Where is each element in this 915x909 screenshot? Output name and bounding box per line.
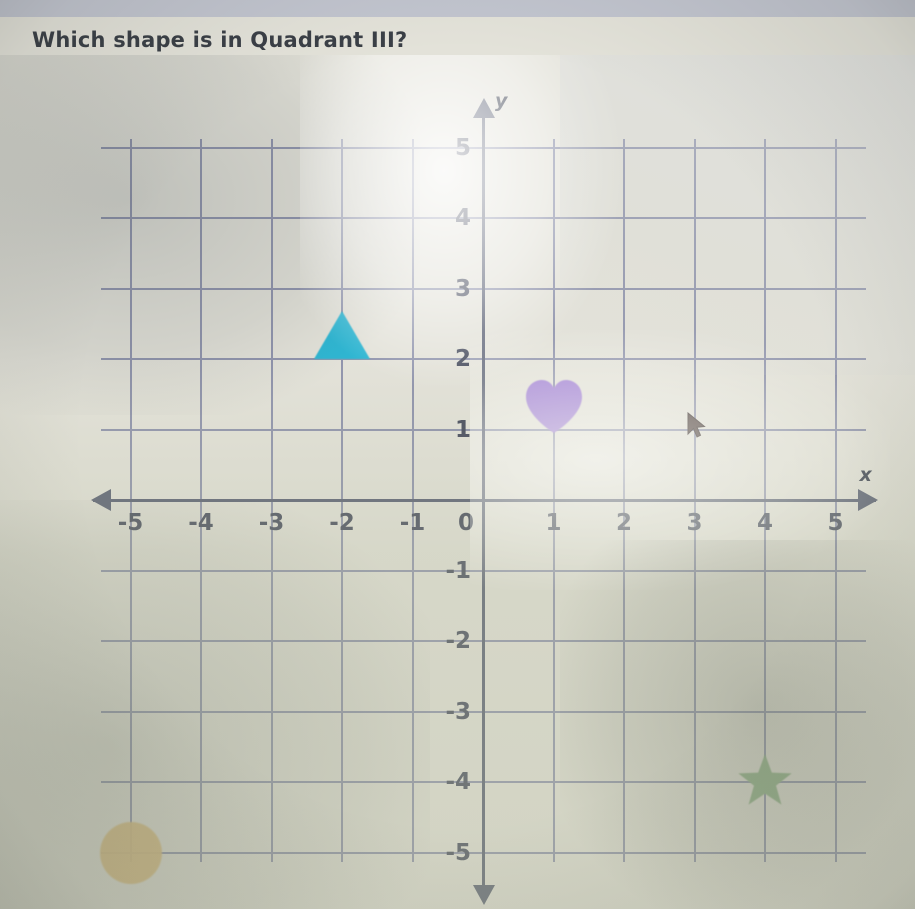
x-tick-label: -5 (117, 510, 144, 536)
x-tick-label: -2 (329, 510, 355, 536)
y-tick-label: -4 (445, 769, 471, 795)
x-tick-label: 3 (686, 510, 703, 536)
page-title: Which shape is in Quadrant III? (32, 28, 408, 52)
x-axis-label: x (859, 464, 872, 486)
shape-triangle[interactable] (314, 311, 370, 359)
y-tick-label: 4 (454, 205, 471, 231)
x-tick-label: 5 (827, 510, 844, 536)
x-axis-arrow-left (90, 489, 111, 511)
x-tick-label: 1 (545, 510, 562, 536)
shape-circle[interactable] (99, 821, 162, 884)
x-tick-label: -4 (188, 510, 214, 536)
y-tick-label: -1 (445, 557, 471, 584)
mouse-cursor-icon (686, 411, 708, 438)
y-tick-label: 5 (454, 134, 471, 161)
y-tick-label: -3 (445, 698, 471, 725)
y-tick-label: 1 (454, 416, 471, 443)
x-tick-label: -3 (258, 510, 285, 536)
device-status-bar (0, 0, 915, 17)
y-tick-label: -2 (445, 628, 471, 654)
x-tick-label: 2 (615, 510, 633, 536)
y-tick-label: 2 (454, 346, 471, 372)
x-tick-label: 0 (457, 510, 475, 536)
y-tick-label: 3 (454, 275, 471, 302)
x-tick-label: 4 (756, 510, 774, 536)
y-tick-label: -5 (445, 839, 471, 866)
x-axis-arrow-right (857, 489, 878, 511)
y-axis-label: y (495, 89, 508, 112)
shape-heart[interactable] (523, 378, 585, 434)
y-axis-arrow-up (473, 97, 495, 118)
y-axis-arrow-down (473, 884, 495, 905)
coordinate-plane: y x -5 -4 -3 -2 -1 0 1 2 3 4 5 5 4 3 2 1 -1 -2 -3 -4 -5 (0, 62, 915, 909)
x-axis-line (92, 499, 876, 502)
x-tick-label: -1 (399, 510, 426, 536)
shape-star[interactable] (735, 753, 795, 815)
